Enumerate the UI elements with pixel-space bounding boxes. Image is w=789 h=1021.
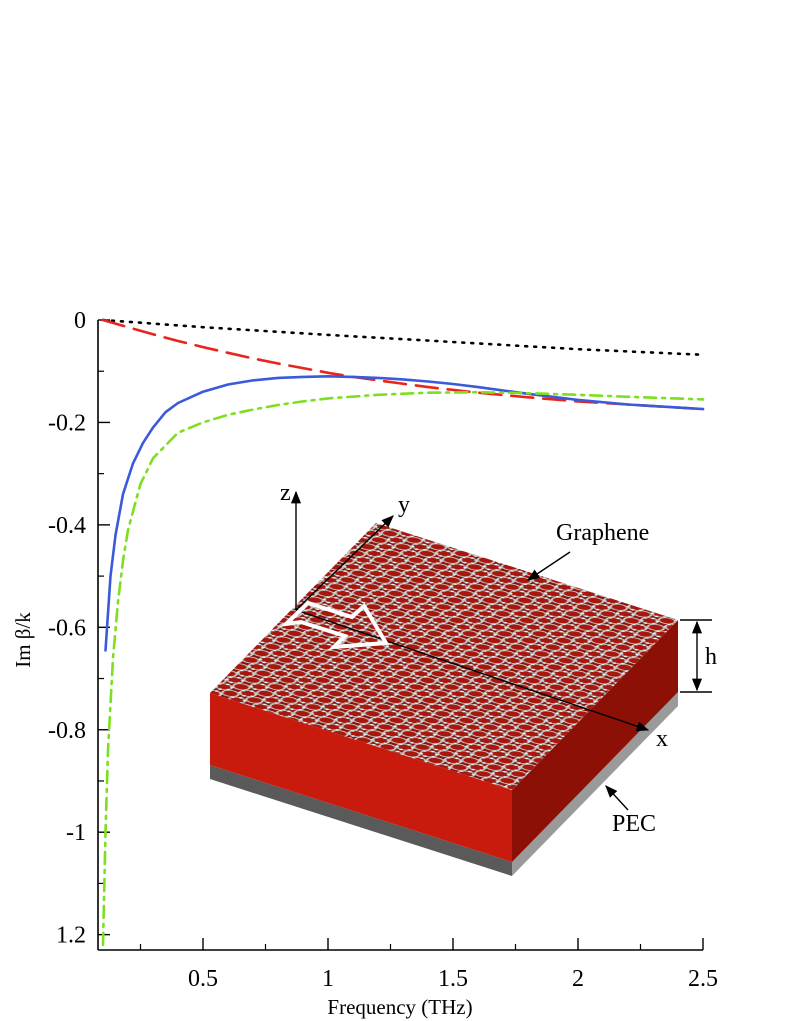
series-layer [101, 318, 705, 947]
x-axis-label: x [656, 726, 668, 752]
x-tick-label: 1.5 [438, 966, 468, 992]
y-axis-arrow [295, 515, 394, 611]
z-axis-label: z [280, 480, 291, 506]
y-axis-title: Im β/k [11, 612, 35, 668]
x-tick-label: 2.5 [688, 966, 718, 992]
x-tick-label: 0.5 [188, 966, 218, 992]
pec-plate-front [210, 765, 512, 876]
x-tick-label: 1 [322, 966, 334, 992]
pec-leader-line [605, 785, 629, 811]
graphene-leader-line [526, 551, 571, 581]
pec-plate-side [512, 692, 678, 876]
series-line-solid [104, 375, 705, 652]
series-line-dotted [101, 318, 705, 357]
y-tick-label: -0.4 [48, 513, 86, 539]
series-line-dashed [101, 318, 705, 411]
pec-label: PEC [612, 811, 656, 837]
y-tick-label: 1.2 [56, 923, 86, 949]
graphene-slab-inset: z y x h Graphene PEC [210, 480, 717, 876]
substrate-side-face [512, 620, 678, 862]
x-axis-title: Frequency (THz) [327, 995, 472, 1019]
h-label: h [705, 644, 717, 670]
x-axis-ticks: 0.5 1 1.5 2 2.5 [139, 938, 718, 992]
x-axis-arrow [295, 609, 650, 732]
y-tick-label: 0 [74, 308, 86, 334]
series-line-dash-dot [101, 390, 705, 947]
graphene-top-surface [210, 523, 678, 790]
y-tick-label: -0.8 [48, 718, 86, 744]
y-tick-label: -1 [66, 820, 86, 846]
y-tick-label: -0.6 [48, 615, 86, 641]
substrate-front-face [210, 693, 512, 862]
propagation-arrow [280, 600, 390, 650]
x-tick-label: 2 [572, 966, 584, 992]
plot-frame [97, 320, 703, 951]
graphene-label: Graphene [556, 520, 649, 546]
y-axis-ticks: 0 -0.2 -0.4 -0.6 -0.8 -1 1.2 [48, 308, 110, 949]
y-tick-label: -0.2 [48, 410, 86, 436]
y-axis-label: y [398, 492, 410, 518]
